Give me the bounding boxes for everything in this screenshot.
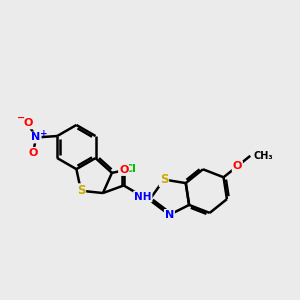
Text: CH₃: CH₃ — [254, 151, 273, 161]
Text: O: O — [28, 148, 38, 158]
Text: N: N — [32, 133, 41, 142]
Text: −: − — [17, 112, 26, 122]
Text: S: S — [77, 184, 85, 197]
Text: O: O — [232, 161, 242, 171]
Text: NH: NH — [134, 191, 152, 202]
Text: O: O — [23, 118, 32, 128]
Text: S: S — [160, 173, 168, 186]
Text: +: + — [40, 130, 47, 139]
Text: O: O — [119, 165, 128, 175]
Text: Cl: Cl — [124, 164, 136, 174]
Text: N: N — [165, 210, 174, 220]
